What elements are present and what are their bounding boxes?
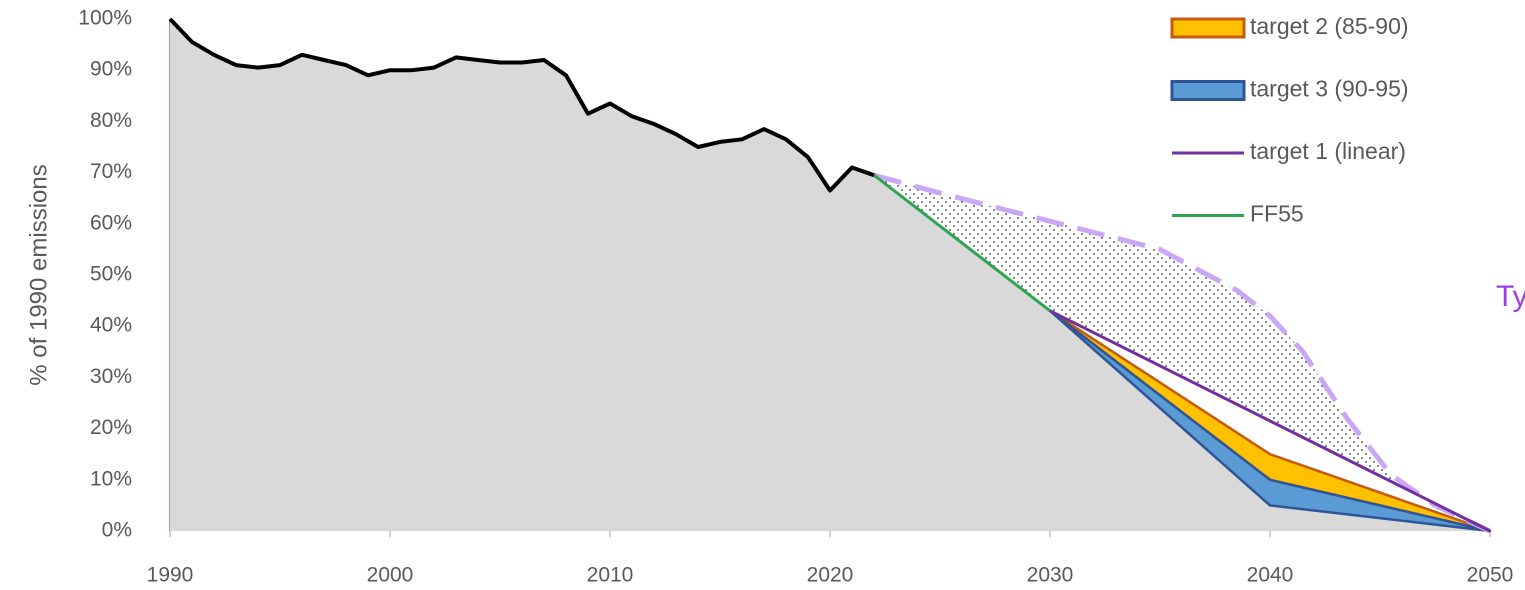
x-tick-label: 2030 <box>1027 564 1074 587</box>
legend-label: target 2 (85-90) <box>1250 13 1409 39</box>
y-tick-label: 0% <box>102 519 132 542</box>
x-tick-label: 2000 <box>367 564 414 587</box>
y-tick-label: 50% <box>90 263 132 286</box>
y-tick-label: 10% <box>90 467 132 490</box>
y-tick-label: 60% <box>90 211 132 234</box>
series-line <box>1049 309 1491 533</box>
envelope-line <box>873 172 1492 534</box>
labels: % of 1990 emissions 0% 10% 20% 30% 40% 50% 60%… <box>25 7 1525 587</box>
dotted-region <box>874 175 1490 531</box>
y-tick-label: 80% <box>90 109 132 132</box>
x-tick-label: 1990 <box>147 564 194 587</box>
area-fill <box>874 175 1050 531</box>
annotation: Ty <box>1496 280 1525 313</box>
area-fill <box>170 19 874 531</box>
areas <box>170 19 1492 533</box>
series-line <box>873 174 1051 312</box>
x-tick-label: 2020 <box>807 564 854 587</box>
legend-label: target 3 (90-95) <box>1250 76 1409 102</box>
y-tick-label: 100% <box>78 7 132 30</box>
legend-swatch <box>1170 17 1246 39</box>
y-axis-label: % of 1990 emissions <box>25 164 52 385</box>
x-tick-label: 2040 <box>1247 564 1294 587</box>
series-line <box>168 17 875 193</box>
legend-label: target 1 (linear) <box>1250 138 1406 164</box>
area-fill <box>1050 310 1490 531</box>
lines <box>168 17 1492 534</box>
y-tick-label: 90% <box>90 58 132 81</box>
y-tick-label: 70% <box>90 160 132 183</box>
y-tick-label: 30% <box>90 365 132 388</box>
y-tick-label: 40% <box>90 314 132 337</box>
legend-label: FF55 <box>1250 201 1304 227</box>
x-tick-label: 2050 <box>1467 564 1514 587</box>
legend-swatch <box>1170 80 1246 101</box>
y-tick-label: 20% <box>90 416 132 439</box>
x-tick-label: 2010 <box>587 564 634 587</box>
